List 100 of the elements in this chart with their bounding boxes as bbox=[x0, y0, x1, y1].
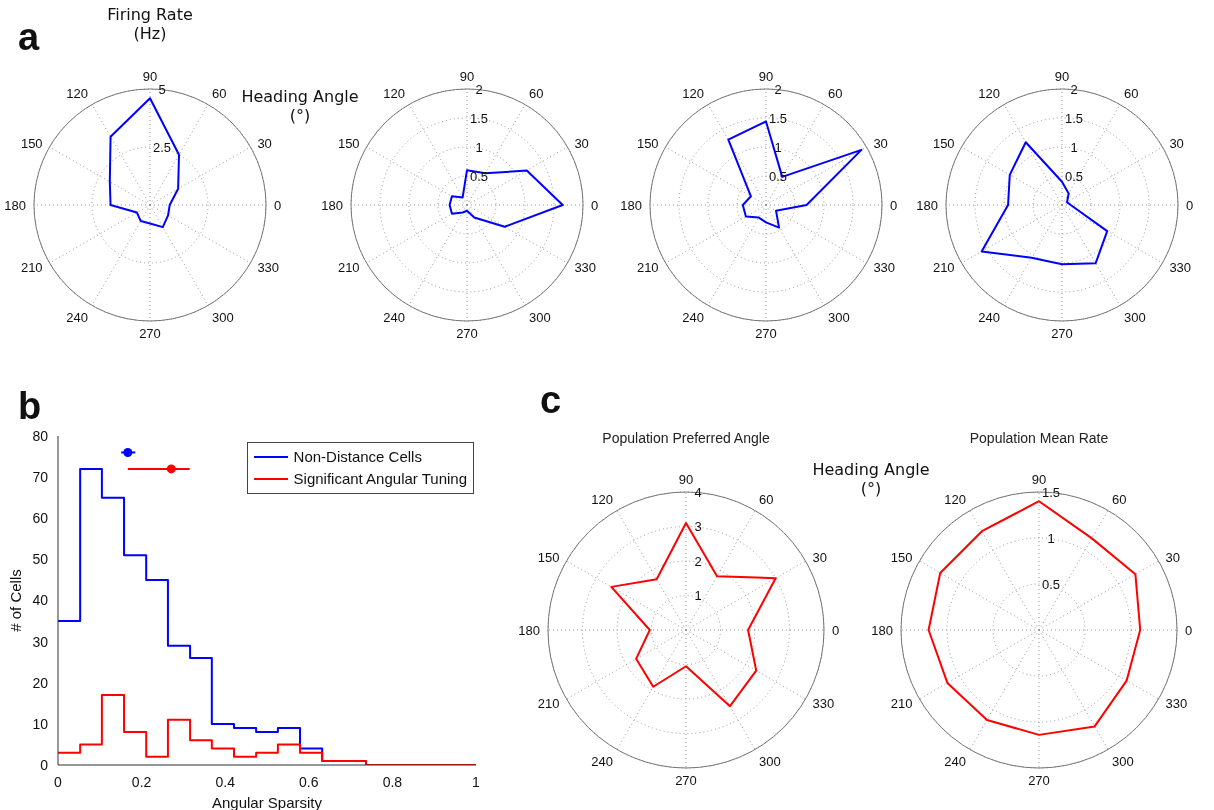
y-tick-label: 0 bbox=[40, 756, 49, 773]
spoke-label: 300 bbox=[529, 309, 551, 325]
text: Heading Angle (°) bbox=[811, 460, 931, 499]
y-tick-label: 70 bbox=[32, 469, 49, 486]
spoke-label: 180 bbox=[518, 622, 540, 638]
y-tick-label: 4 bbox=[694, 484, 702, 500]
legend-label: Significant Angular Tuning bbox=[293, 469, 467, 489]
spoke-label: 180 bbox=[620, 197, 642, 213]
x-tick-label: 0.2 bbox=[131, 773, 152, 790]
spoke-label: 270 bbox=[456, 326, 478, 342]
text: c bbox=[540, 378, 562, 423]
spoke-label: 90 bbox=[142, 69, 158, 84]
y-tick-label: 80 bbox=[32, 427, 49, 444]
y-axis-title: # of Cells bbox=[7, 569, 25, 632]
y-tick-label: 0.5 bbox=[469, 168, 489, 184]
spoke-label: 0 bbox=[274, 197, 282, 213]
spoke-label: 210 bbox=[20, 259, 43, 275]
y-tick-label: 0.5 bbox=[768, 168, 788, 184]
spoke-label: 300 bbox=[1124, 309, 1146, 325]
spoke-label: 90 bbox=[459, 69, 475, 84]
x-tick-label: 0.4 bbox=[215, 773, 236, 790]
x-tick-label: 0 bbox=[54, 773, 63, 790]
spoke-label: 120 bbox=[682, 85, 704, 101]
y-tick-label: 2.5 bbox=[152, 139, 172, 155]
spoke-label: 270 bbox=[1051, 326, 1073, 342]
spoke-label: 240 bbox=[944, 753, 966, 769]
spoke-label: 210 bbox=[337, 259, 360, 275]
y-tick-label: 3 bbox=[694, 519, 702, 534]
spoke-label: 30 bbox=[1165, 549, 1180, 565]
spoke-label: 210 bbox=[932, 259, 955, 275]
x-tick-label: 0.8 bbox=[382, 773, 403, 790]
y-tick-label: 1 bbox=[694, 588, 702, 603]
spoke-label: 150 bbox=[890, 549, 913, 565]
spoke-label: 270 bbox=[755, 326, 777, 342]
spoke-label: 30 bbox=[574, 135, 589, 151]
spoke-label: 180 bbox=[871, 622, 893, 638]
y-tick-label: 1 bbox=[1070, 139, 1078, 155]
spoke-label: 60 bbox=[529, 85, 544, 101]
spoke-label: 60 bbox=[1112, 491, 1127, 507]
spoke-label: 30 bbox=[257, 135, 272, 151]
spoke-label: 90 bbox=[678, 472, 694, 487]
spoke-label: 300 bbox=[759, 753, 781, 769]
spoke-label: 150 bbox=[932, 135, 955, 151]
spoke-label: 330 bbox=[257, 259, 280, 275]
spoke-label: 120 bbox=[978, 85, 1000, 101]
chart-title: Population Mean Rate bbox=[968, 430, 1110, 446]
spoke-label: 150 bbox=[20, 135, 43, 151]
y-tick-label: 1.5 bbox=[768, 110, 788, 126]
spoke-label: 120 bbox=[66, 85, 88, 101]
y-tick-label: 1 bbox=[475, 139, 483, 155]
text: Heading Angle (°) bbox=[240, 87, 360, 126]
spoke-label: 330 bbox=[574, 259, 597, 275]
y-tick-label: 1.5 bbox=[1064, 110, 1084, 126]
text: b bbox=[18, 384, 42, 429]
legend-label: Non-Distance Cells bbox=[293, 447, 422, 467]
spoke-label: 60 bbox=[828, 85, 843, 101]
spoke-label: 0 bbox=[832, 622, 840, 638]
text: Firing Rate (Hz) bbox=[106, 5, 194, 44]
spoke-label: 210 bbox=[537, 695, 560, 711]
y-tick-label: 2 bbox=[694, 553, 702, 569]
spoke-label: 0 bbox=[1185, 622, 1193, 638]
spoke-label: 240 bbox=[978, 309, 1000, 325]
spoke-label: 240 bbox=[66, 309, 88, 325]
y-tick-label: 2 bbox=[1070, 81, 1078, 97]
chart-title: Population Preferred Angle bbox=[601, 430, 771, 446]
spoke-label: 60 bbox=[1124, 85, 1139, 101]
spoke-label: 0 bbox=[1186, 197, 1194, 213]
spoke-label: 270 bbox=[675, 773, 697, 789]
spoke-label: 90 bbox=[1031, 472, 1047, 487]
y-tick-label: 2 bbox=[774, 81, 782, 97]
y-tick-label: 20 bbox=[32, 674, 49, 691]
spoke-label: 90 bbox=[758, 69, 774, 84]
spoke-label: 180 bbox=[916, 197, 938, 213]
y-tick-label: 40 bbox=[32, 592, 49, 609]
spoke-label: 0 bbox=[591, 197, 599, 213]
spoke-label: 30 bbox=[1169, 135, 1184, 151]
spoke-label: 330 bbox=[1165, 695, 1188, 711]
spoke-label: 210 bbox=[890, 695, 913, 711]
spoke-label: 30 bbox=[812, 549, 827, 565]
spoke-label: 270 bbox=[1028, 773, 1050, 789]
spoke-label: 300 bbox=[212, 309, 234, 325]
spoke-label: 210 bbox=[636, 259, 659, 275]
spoke-label: 180 bbox=[4, 197, 26, 213]
y-tick-label: 30 bbox=[32, 633, 49, 650]
spoke-label: 300 bbox=[828, 309, 850, 325]
spoke-label: 240 bbox=[682, 309, 704, 325]
spoke-label: 150 bbox=[636, 135, 659, 151]
y-tick-label: 10 bbox=[32, 715, 49, 732]
y-tick-label: 1 bbox=[774, 139, 782, 155]
y-tick-label: 1.5 bbox=[1041, 484, 1061, 500]
y-tick-label: 1.5 bbox=[469, 110, 489, 126]
spoke-label: 120 bbox=[383, 85, 405, 101]
spoke-label: 330 bbox=[812, 695, 835, 711]
y-tick-label: 60 bbox=[32, 510, 49, 527]
spoke-label: 330 bbox=[873, 259, 896, 275]
text: a bbox=[18, 15, 40, 60]
y-tick-label: 0.5 bbox=[1064, 168, 1084, 184]
x-tick-label: 0.6 bbox=[299, 773, 319, 790]
spoke-label: 60 bbox=[212, 85, 227, 101]
spoke-label: 120 bbox=[944, 491, 966, 507]
